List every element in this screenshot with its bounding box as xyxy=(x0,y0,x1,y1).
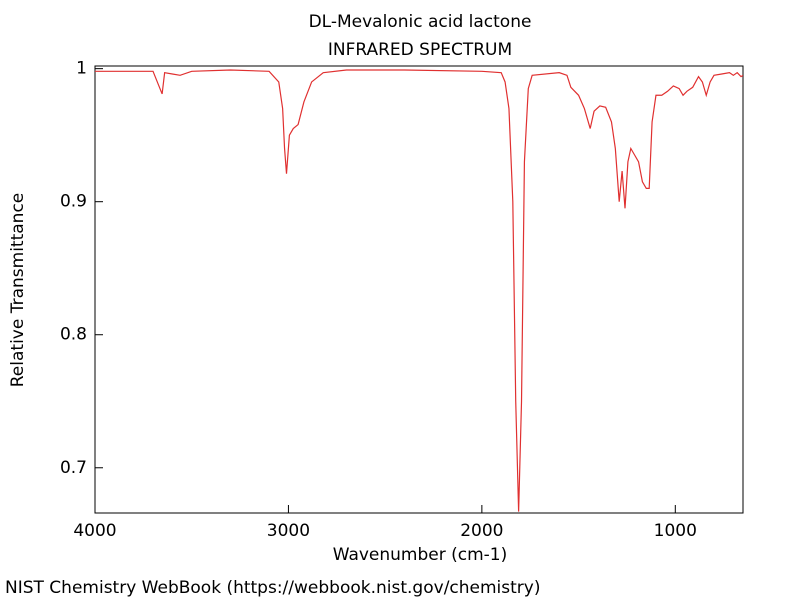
plot-frame xyxy=(94,65,744,514)
chart-subtitle: INFRARED SPECTRUM xyxy=(328,40,512,60)
x-tick-label: 3000 xyxy=(267,521,310,541)
x-axis-label: Wavenumber (cm-1) xyxy=(333,545,508,565)
x-tick-label: 4000 xyxy=(73,521,116,541)
y-tick-label: 0.7 xyxy=(60,458,87,478)
x-tick-label: 2000 xyxy=(460,521,503,541)
footer: NIST Chemistry WebBook (https://webbook.… xyxy=(5,578,540,598)
y-tick-label: 1 xyxy=(76,59,87,79)
x-tick-label: 1000 xyxy=(654,521,697,541)
y-axis-label: Relative Transmittance xyxy=(8,193,28,388)
y-tick-label: 0.9 xyxy=(60,192,87,212)
y-tick-label: 0.8 xyxy=(60,325,87,345)
chart-title: DL-Mevalonic acid lactone xyxy=(309,12,532,32)
spectrum-line xyxy=(95,69,743,512)
